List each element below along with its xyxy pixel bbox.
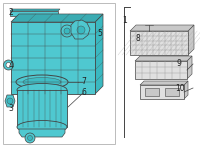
Circle shape bbox=[64, 28, 70, 34]
Circle shape bbox=[28, 136, 32, 141]
Bar bbox=[140, 85, 184, 99]
Polygon shape bbox=[130, 25, 194, 31]
Polygon shape bbox=[95, 14, 103, 94]
Polygon shape bbox=[71, 20, 90, 39]
Ellipse shape bbox=[23, 77, 61, 86]
Circle shape bbox=[4, 60, 14, 70]
Bar bbox=[3, 3, 115, 144]
Text: 3: 3 bbox=[9, 104, 13, 113]
Text: 8: 8 bbox=[136, 34, 140, 44]
Ellipse shape bbox=[17, 121, 67, 133]
FancyBboxPatch shape bbox=[10, 11, 58, 16]
Polygon shape bbox=[140, 81, 188, 85]
Circle shape bbox=[6, 62, 11, 67]
Polygon shape bbox=[11, 14, 103, 22]
Text: 7: 7 bbox=[82, 77, 86, 86]
Circle shape bbox=[61, 25, 73, 37]
Polygon shape bbox=[184, 81, 188, 99]
Bar bbox=[165, 88, 179, 96]
Text: 4: 4 bbox=[9, 61, 13, 70]
Bar bbox=[130, 31, 188, 55]
Text: 9: 9 bbox=[177, 59, 181, 69]
Circle shape bbox=[25, 133, 35, 143]
Circle shape bbox=[7, 98, 13, 104]
Polygon shape bbox=[19, 129, 65, 137]
Bar bbox=[145, 88, 159, 96]
Ellipse shape bbox=[16, 75, 68, 89]
Polygon shape bbox=[135, 56, 192, 61]
Polygon shape bbox=[5, 95, 15, 107]
Polygon shape bbox=[10, 9, 60, 11]
Bar bbox=[135, 61, 187, 79]
Text: 10: 10 bbox=[175, 84, 185, 93]
Text: 1: 1 bbox=[123, 16, 127, 25]
Bar bbox=[17, 90, 67, 127]
Ellipse shape bbox=[17, 83, 67, 96]
Polygon shape bbox=[188, 25, 194, 55]
Text: 2: 2 bbox=[9, 8, 13, 17]
Bar bbox=[11, 22, 95, 94]
Polygon shape bbox=[187, 56, 192, 79]
Text: 5: 5 bbox=[98, 29, 102, 38]
Circle shape bbox=[77, 26, 85, 34]
Text: 6: 6 bbox=[82, 88, 86, 97]
